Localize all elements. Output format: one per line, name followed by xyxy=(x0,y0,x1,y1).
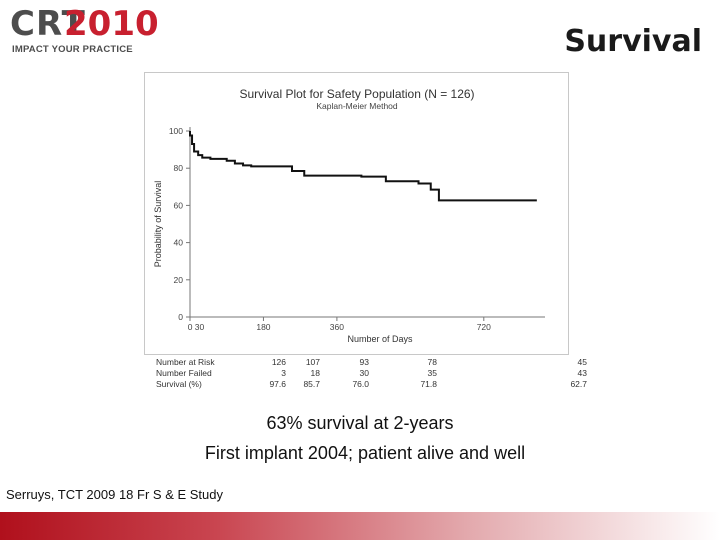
chart-canvas: Survival Plot for Safety Population (N =… xyxy=(153,87,545,344)
logo-year-text: 2010 xyxy=(64,4,159,44)
x-tick-label: 0 30 xyxy=(188,322,205,332)
survival-chart: Survival Plot for Safety Population (N =… xyxy=(144,72,569,355)
slide-title: Survival xyxy=(564,24,702,59)
y-axis-label: Probability of Survival xyxy=(153,181,163,268)
risk-cell: 30 xyxy=(359,368,369,378)
survival-curve xyxy=(189,131,537,202)
crt-2010-logo: CRT 2010 IMPACT YOUR PRACTICE xyxy=(6,4,159,60)
risk-row-label: Number at Risk xyxy=(156,357,215,367)
risk-cell: 3 xyxy=(281,368,286,378)
chart-subtitle: Kaplan-Meier Method xyxy=(316,101,398,111)
chart-axes xyxy=(189,127,545,318)
risk-table: Number at Risk 126 107 93 78 45 Number Failed 3… xyxy=(156,357,587,393)
risk-cell: 78 xyxy=(427,357,437,367)
risk-cell: 76.0 xyxy=(352,379,369,389)
y-tick-label: 20 xyxy=(174,275,184,285)
caption-survival: 63% survival at 2-years xyxy=(266,413,454,433)
risk-cell: 97.6 xyxy=(269,379,286,389)
y-tick-label: 40 xyxy=(174,238,184,248)
risk-cell: 93 xyxy=(359,357,369,367)
y-tick-label: 60 xyxy=(174,200,184,210)
chart-title: Survival Plot for Safety Population (N =… xyxy=(239,87,474,101)
x-tick-label: 360 xyxy=(330,322,344,332)
risk-cell: 35 xyxy=(427,368,437,378)
y-tick-label: 100 xyxy=(169,126,183,136)
y-tick-label: 0 xyxy=(178,312,183,322)
caption-implant: First implant 2004; patient alive and we… xyxy=(204,443,526,463)
footer-gradient-bar xyxy=(0,512,720,540)
risk-row-label: Survival (%) xyxy=(156,379,202,389)
risk-cell: 18 xyxy=(310,368,320,378)
risk-cell: 45 xyxy=(577,357,587,367)
risk-cell: 71.8 xyxy=(420,379,437,389)
risk-cell: 62.7 xyxy=(570,379,587,389)
y-ticks: 100 80 60 40 20 0 xyxy=(169,126,190,322)
source-citation: Serruys, TCT 2009 18 Fr S & E Study xyxy=(6,487,224,502)
risk-cell: 85.7 xyxy=(303,379,320,389)
risk-cell: 107 xyxy=(305,357,320,367)
x-axis-label: Number of Days xyxy=(347,334,413,344)
x-tick-label: 180 xyxy=(256,322,270,332)
logo-tagline: IMPACT YOUR PRACTICE xyxy=(12,44,133,55)
series-layer xyxy=(189,131,537,202)
logo-crt-text: CRT xyxy=(10,4,86,44)
risk-cell: 43 xyxy=(577,368,587,378)
risk-cell: 126 xyxy=(271,357,286,367)
y-tick-label: 80 xyxy=(174,163,184,173)
risk-row-label: Number Failed xyxy=(156,368,212,378)
x-ticks: 0 30 180 360 720 xyxy=(188,317,491,332)
x-tick-label: 720 xyxy=(477,322,491,332)
